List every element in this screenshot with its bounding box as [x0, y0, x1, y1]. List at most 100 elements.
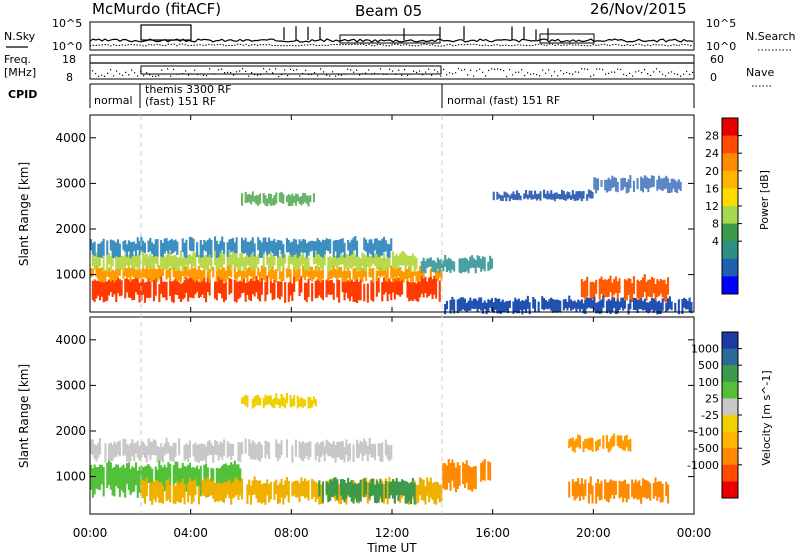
- data-band-cell: [205, 255, 208, 270]
- data-band-cell: [550, 297, 553, 311]
- data-band-cell: [361, 479, 364, 497]
- data-band-cell: [154, 239, 157, 256]
- data-band-cell: [616, 435, 619, 446]
- data-band-cell: [109, 271, 112, 282]
- data-band-cell: [458, 465, 461, 486]
- data-band-cell: [147, 256, 150, 269]
- data-band-cell: [388, 445, 391, 462]
- data-band-cell: [282, 193, 285, 204]
- nave-dot: [575, 71, 577, 73]
- data-band-cell: [97, 442, 100, 458]
- data-band-cell: [120, 256, 123, 270]
- data-band-cell: [467, 465, 470, 490]
- data-band-cell: [134, 442, 137, 454]
- data-band-cell: [273, 398, 276, 408]
- data-band-cell: [303, 257, 306, 270]
- data-band-cell: [201, 276, 204, 295]
- data-band-cell: [392, 251, 395, 268]
- nave-dot: [227, 71, 229, 73]
- data-band-cell: [250, 240, 253, 255]
- data-band-cell: [552, 193, 555, 200]
- nave-dot: [425, 71, 427, 73]
- data-band-cell: [131, 242, 134, 257]
- data-band-cell: [253, 442, 256, 460]
- data-band-cell: [284, 480, 287, 499]
- nave-dot: [161, 69, 163, 71]
- data-band-cell: [278, 281, 281, 300]
- data-band-cell: [223, 267, 226, 282]
- nave-dot: [440, 75, 442, 77]
- data-band-cell: [126, 444, 129, 462]
- data-band-cell: [352, 237, 355, 251]
- data-band-cell: [151, 242, 154, 254]
- data-band-cell: [251, 191, 254, 202]
- data-band-cell: [113, 241, 116, 258]
- data-band-cell: [568, 295, 571, 308]
- data-band-cell: [323, 253, 326, 266]
- nave-dot: [248, 75, 250, 77]
- data-band-cell: [169, 267, 172, 281]
- data-band-cell: [91, 252, 94, 267]
- nave-dot: [479, 68, 481, 70]
- data-band-cell: [330, 257, 333, 271]
- data-band-cell: [345, 253, 348, 269]
- data-band-cell: [185, 255, 188, 266]
- data-band-cell: [108, 279, 111, 296]
- data-band-cell: [670, 301, 673, 311]
- nave-dot: [446, 74, 448, 76]
- data-band-cell: [602, 280, 605, 302]
- data-band-cell: [444, 254, 447, 267]
- data-band-cell: [277, 258, 280, 272]
- data-band-cell: [338, 441, 341, 458]
- nave-dot: [296, 69, 298, 71]
- data-band-cell: [208, 253, 211, 266]
- data-band-cell: [562, 190, 565, 200]
- nave-dot: [494, 68, 496, 70]
- data-band-cell: [176, 241, 179, 255]
- data-band-cell: [147, 277, 150, 298]
- data-band-cell: [140, 270, 143, 282]
- data-band-cell: [568, 439, 571, 448]
- data-band-cell: [379, 443, 382, 462]
- data-band-cell: [465, 258, 468, 272]
- data-band-cell: [242, 257, 245, 271]
- nave-dot: [353, 71, 355, 73]
- data-band-cell: [363, 237, 366, 251]
- y-tick-label: 3000: [55, 176, 86, 190]
- data-band-cell: [303, 399, 306, 406]
- nave-dot: [254, 74, 256, 76]
- data-band-cell: [600, 299, 603, 314]
- cpid-label: CPID: [8, 88, 37, 101]
- data-band-cell: [332, 283, 335, 300]
- data-band-cell: [167, 478, 170, 500]
- nave-dot: [251, 72, 253, 74]
- data-band-cell: [250, 278, 253, 302]
- data-band-cell: [476, 300, 479, 312]
- data-band-cell: [352, 483, 355, 504]
- nave-dot: [194, 69, 196, 71]
- data-band-cell: [109, 239, 112, 251]
- data-band-cell: [147, 464, 150, 483]
- data-band-cell: [228, 443, 231, 457]
- data-band-cell: [190, 265, 193, 278]
- data-band-cell: [462, 462, 465, 485]
- data-band-cell: [266, 252, 269, 266]
- nave-dot: [563, 73, 565, 75]
- data-band-cell: [348, 252, 351, 268]
- data-band-cell: [688, 297, 691, 312]
- nave-dot: [317, 75, 319, 77]
- data-band-cell: [302, 250, 305, 265]
- data-band-cell: [223, 464, 226, 490]
- data-band-cell: [199, 278, 202, 297]
- data-band-cell: [397, 268, 400, 277]
- data-band-cell: [154, 276, 157, 296]
- data-band-cell: [246, 255, 249, 266]
- data-band-cell: [179, 271, 182, 283]
- data-band-cell: [93, 279, 96, 302]
- data-band-cell: [100, 267, 103, 282]
- data-band-cell: [223, 249, 226, 265]
- data-band-cell: [309, 195, 312, 202]
- data-band-cell: [199, 255, 202, 268]
- data-band-cell: [226, 465, 229, 490]
